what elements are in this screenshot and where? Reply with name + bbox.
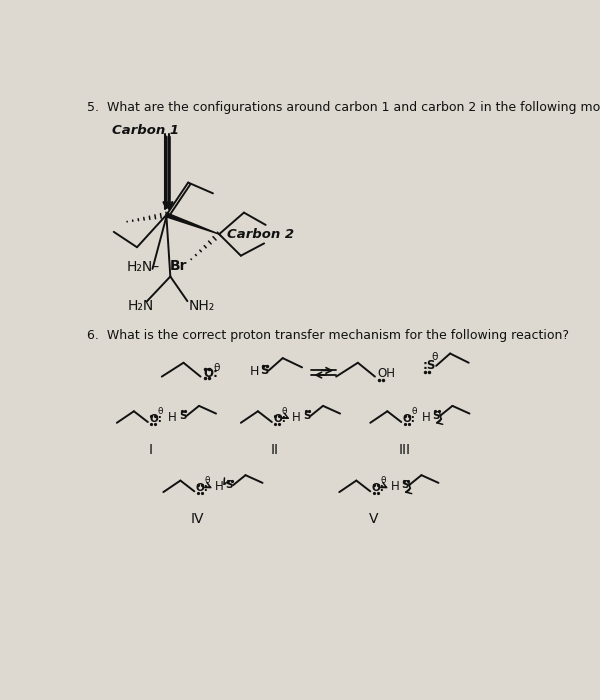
Text: H: H (292, 411, 301, 424)
Text: O:: O: (372, 483, 385, 493)
Text: NH₂: NH₂ (189, 299, 215, 313)
Text: S: S (226, 480, 233, 490)
Text: θ: θ (431, 351, 438, 362)
Text: θ: θ (282, 407, 287, 416)
Text: O:: O: (274, 414, 286, 424)
Text: H₂N: H₂N (128, 299, 154, 313)
Text: O:: O: (403, 414, 416, 424)
Text: II: II (271, 442, 279, 456)
Text: θ: θ (158, 407, 163, 416)
Text: H: H (391, 480, 399, 494)
Text: IV: IV (191, 512, 204, 526)
Text: S: S (260, 364, 269, 377)
Text: OH: OH (377, 367, 395, 380)
Text: S: S (401, 480, 409, 490)
Text: θ: θ (412, 407, 417, 416)
Text: Br: Br (170, 260, 187, 274)
Text: O:: O: (203, 367, 218, 380)
Text: S: S (303, 411, 310, 421)
Text: H: H (215, 480, 223, 494)
Text: O:: O: (196, 483, 209, 493)
Text: H: H (250, 365, 259, 379)
Text: Carbon 2: Carbon 2 (227, 228, 294, 241)
Text: V: V (368, 512, 378, 526)
Text: I: I (149, 442, 153, 456)
Text: H: H (168, 411, 177, 424)
Text: H: H (421, 411, 430, 424)
Text: θ: θ (205, 476, 210, 485)
Text: 5.  What are the configurations around carbon 1 and carbon 2 in the following mo: 5. What are the configurations around ca… (86, 101, 600, 114)
Text: :S: :S (422, 359, 436, 372)
Text: H₂N–: H₂N– (126, 260, 159, 274)
Polygon shape (166, 213, 219, 234)
Text: O:: O: (149, 414, 162, 424)
Text: Carbon 1: Carbon 1 (112, 124, 179, 137)
Text: III: III (398, 442, 410, 456)
Text: θ: θ (213, 363, 220, 373)
Text: S: S (179, 411, 187, 421)
Text: 6.  What is the correct proton transfer mechanism for the following reaction?: 6. What is the correct proton transfer m… (86, 329, 569, 342)
Text: S: S (432, 411, 440, 421)
Text: θ: θ (380, 476, 386, 485)
